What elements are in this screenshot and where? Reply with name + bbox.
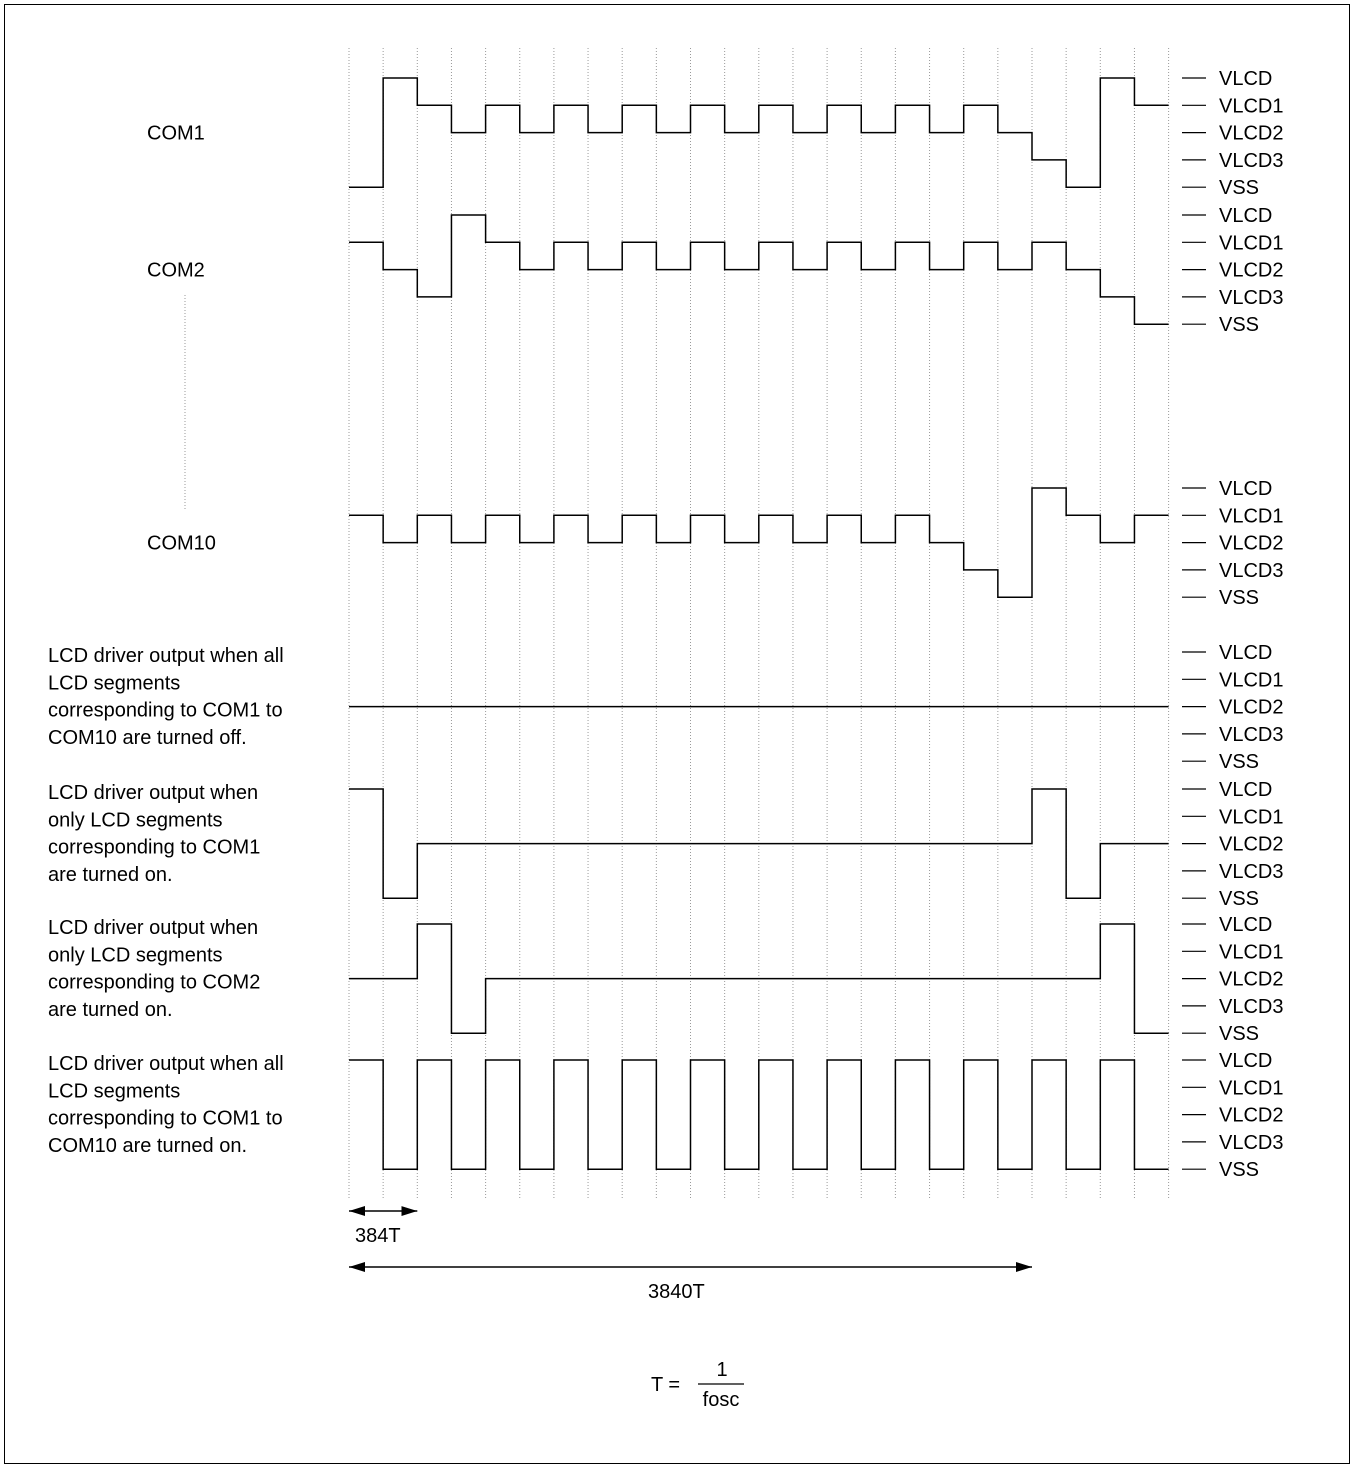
level-label-vlcd1: VLCD1 [1219, 806, 1283, 828]
level-label-vlcd: VLCD [1219, 914, 1272, 936]
level-label-vlcd2: VLCD2 [1219, 697, 1283, 719]
waveform-trace [349, 788, 1169, 899]
level-label-vlcd3: VLCD3 [1219, 150, 1283, 172]
waveform-trace [349, 214, 1169, 325]
row-label-line: are turned on. [48, 999, 173, 1021]
formula-numerator: 1 [716, 1359, 727, 1381]
formula-denominator: fosc [703, 1389, 740, 1411]
row-label: LCD driver output when all LCD segments co… [48, 1053, 284, 1157]
waveform-row-com10: COM10 VLCD VLCD1 VLCD2 VLCD3 VSS [147, 478, 1283, 609]
waveform-trace [349, 923, 1169, 1034]
level-label-vlcd: VLCD [1219, 68, 1272, 90]
timing-annotations: 384T 3840T [349, 1206, 1032, 1303]
level-label-vlcd1: VLCD1 [1219, 941, 1283, 963]
level-scale: VLCD VLCD1 VLCD2 VLCD3 VSS [1182, 779, 1283, 910]
level-label-vss: VSS [1219, 587, 1259, 609]
row-label-line: COM1 [147, 123, 205, 145]
level-scale: VLCD VLCD1 VLCD2 VLCD3 VSS [1182, 205, 1283, 336]
level-label-vlcd3: VLCD3 [1219, 1132, 1283, 1154]
row-label-line: COM10 are turned off. [48, 727, 247, 749]
waveform-row-com1: COM1 VLCD VLCD1 VLCD2 VLCD3 VSS [147, 68, 1283, 199]
level-label-vlcd2: VLCD2 [1219, 260, 1283, 282]
row-label-line: only LCD segments [48, 809, 223, 831]
waveform-row-seg-all-off: LCD driver output when all LCD segments co… [48, 642, 1283, 773]
level-label-vlcd3: VLCD3 [1219, 861, 1283, 883]
row-label-line: corresponding to COM2 [48, 972, 260, 994]
level-label-vlcd2: VLCD2 [1219, 1105, 1283, 1127]
row-label-line: COM10 are turned on. [48, 1135, 247, 1157]
level-scale: VLCD VLCD1 VLCD2 VLCD3 VSS [1182, 914, 1283, 1045]
row-label-line: LCD segments [48, 1080, 180, 1102]
level-scale: VLCD VLCD1 VLCD2 VLCD3 VSS [1182, 68, 1283, 199]
waveform-row-com2: COM2 VLCD VLCD1 VLCD2 VLCD3 VSS [147, 205, 1283, 336]
level-label-vlcd1: VLCD1 [1219, 95, 1283, 117]
level-label-vlcd1: VLCD1 [1219, 669, 1283, 691]
row-label-line: COM10 [147, 533, 216, 555]
level-label-vlcd2: VLCD2 [1219, 969, 1283, 991]
waveform-row-seg-all-on: LCD driver output when all LCD segments co… [48, 1050, 1283, 1181]
waveform-row-seg-com2-on: LCD driver output when only LCD segments c… [48, 914, 1283, 1045]
row-label-line: LCD driver output when [48, 782, 258, 804]
level-label-vlcd3: VLCD3 [1219, 996, 1283, 1018]
level-label-vss: VSS [1219, 751, 1259, 773]
row-label-line: corresponding to COM1 to [48, 1108, 283, 1130]
level-label-vlcd3: VLCD3 [1219, 724, 1283, 746]
level-label-vlcd3: VLCD3 [1219, 560, 1283, 582]
level-scale: VLCD VLCD1 VLCD2 VLCD3 VSS [1182, 478, 1283, 609]
level-label-vlcd1: VLCD1 [1219, 505, 1283, 527]
level-label-vlcd: VLCD [1219, 205, 1272, 227]
time-grid [348, 48, 1170, 1200]
level-scale: VLCD VLCD1 VLCD2 VLCD3 VSS [1182, 1050, 1283, 1181]
level-label-vlcd2: VLCD2 [1219, 123, 1283, 145]
row-label: COM1 [147, 123, 205, 145]
level-label-vlcd2: VLCD2 [1219, 834, 1283, 856]
level-label-vlcd2: VLCD2 [1219, 533, 1283, 555]
row-label: LCD driver output when all LCD segments co… [48, 645, 284, 749]
row-label: COM2 [147, 260, 205, 282]
waveform-trace [349, 1059, 1169, 1170]
level-label-vlcd: VLCD [1219, 642, 1272, 664]
row-label-line: LCD driver output when all [48, 1053, 284, 1075]
row-label-line: corresponding to COM1 to [48, 700, 283, 722]
level-label-vss: VSS [1219, 1023, 1259, 1045]
period-formula: T = 1 fosc [651, 1359, 744, 1411]
row-label-line: corresponding to COM1 [48, 837, 260, 859]
waveform-row-seg-com1-on: LCD driver output when only LCD segments c… [48, 779, 1283, 910]
row-label-line: are turned on. [48, 864, 173, 886]
level-label-vlcd: VLCD [1219, 478, 1272, 500]
level-label-vlcd1: VLCD1 [1219, 232, 1283, 254]
level-label-vlcd: VLCD [1219, 1050, 1272, 1072]
row-label-line: only LCD segments [48, 944, 223, 966]
row-label: LCD driver output when only LCD segments c… [48, 782, 260, 886]
level-scale: VLCD VLCD1 VLCD2 VLCD3 VSS [1182, 642, 1283, 773]
row-label: LCD driver output when only LCD segments c… [48, 917, 260, 1021]
level-label-vss: VSS [1219, 314, 1259, 336]
waveform-trace [349, 487, 1169, 598]
row-label-line: LCD driver output when [48, 917, 258, 939]
formula-lhs: T = [651, 1374, 680, 1396]
row-label-line: LCD segments [48, 672, 180, 694]
level-label-vss: VSS [1219, 888, 1259, 910]
level-label-vlcd: VLCD [1219, 779, 1272, 801]
row-label: COM10 [147, 533, 216, 555]
level-label-vlcd1: VLCD1 [1219, 1077, 1283, 1099]
level-label-vss: VSS [1219, 177, 1259, 199]
level-label-vss: VSS [1219, 1159, 1259, 1181]
waveform-trace [349, 77, 1169, 188]
row-label-line: COM2 [147, 260, 205, 282]
row-label-line: LCD driver output when all [48, 645, 284, 667]
frame-period-label: 3840T [648, 1281, 705, 1303]
level-label-vlcd3: VLCD3 [1219, 287, 1283, 309]
short-period-label: 384T [355, 1225, 401, 1247]
